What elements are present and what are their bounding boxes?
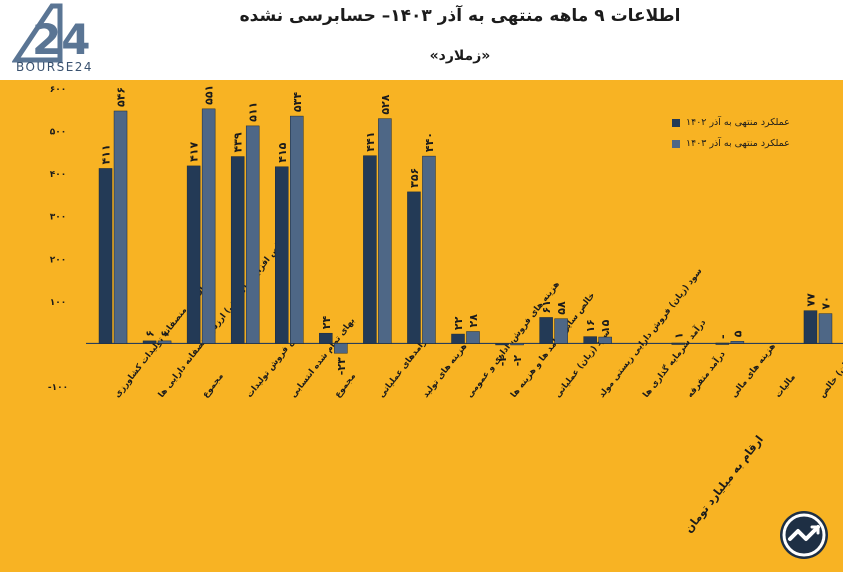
data-label: ۴۳۹ bbox=[232, 132, 245, 152]
category-label: سود (زیان) خالص bbox=[817, 335, 843, 400]
data-label: ۷۰ bbox=[819, 296, 832, 309]
data-label: ۳۵۶ bbox=[408, 168, 421, 188]
bar bbox=[334, 343, 348, 354]
bar bbox=[290, 115, 304, 344]
bar bbox=[803, 310, 818, 344]
category-label: درآمد متفرقه bbox=[684, 348, 728, 400]
data-label: ۲۴ bbox=[320, 315, 333, 329]
legend-label-1402: عملکرد منتهی به آذر ۱۴۰۲ bbox=[686, 117, 790, 128]
logo-text: BOURSE24 bbox=[16, 60, 94, 74]
data-label: ۱۵ bbox=[599, 319, 612, 333]
data-label: ۴۴۰ bbox=[423, 132, 436, 152]
bar bbox=[671, 342, 686, 345]
legend-label-1403: عملکرد منتهی به آذر ۱۴۰۳ bbox=[686, 138, 790, 149]
bar bbox=[113, 110, 128, 344]
data-label: -۲ bbox=[511, 355, 524, 367]
data-label: ۶۱ bbox=[540, 300, 553, 313]
legend-item-1402: عملکرد منتهی به آذر ۱۴۰۲ bbox=[672, 117, 832, 128]
header: 24 BOURSE24 اطلاعات ۹ ماهه منتهی به آذر … bbox=[0, 0, 843, 80]
legend: عملکرد منتهی به آذر ۱۴۰۲ عملکرد منتهی به… bbox=[672, 117, 832, 159]
bar bbox=[275, 166, 289, 344]
bar bbox=[583, 336, 597, 344]
legend-swatch-1403 bbox=[672, 139, 680, 148]
bar bbox=[466, 331, 480, 344]
bar bbox=[539, 317, 553, 344]
data-label: ۴۱۵ bbox=[276, 142, 289, 162]
data-label: ۶ bbox=[144, 330, 157, 337]
data-label: ۱ bbox=[672, 332, 685, 339]
y-tick-label: -۱۰۰ bbox=[48, 383, 68, 393]
category-label: مالیات bbox=[773, 373, 797, 400]
category-label: هزینه های مالی bbox=[729, 342, 778, 400]
category-label: مجموع bbox=[201, 371, 226, 399]
legend-item-1403: عملکرد منتهی به آذر ۱۴۰۳ bbox=[672, 138, 832, 149]
bar bbox=[245, 125, 260, 344]
data-label: ۵۵۱ bbox=[203, 85, 216, 105]
bar bbox=[363, 155, 377, 344]
bar bbox=[201, 108, 216, 344]
y-tick-label: ۴۰۰ bbox=[50, 170, 66, 180]
data-label: ۵۳۴ bbox=[291, 92, 304, 112]
chart-title: اطلاعات ۹ ماهه منتهی به آذر ۱۴۰۳– حسابرس… bbox=[239, 6, 681, 26]
chart-panel bbox=[0, 80, 843, 572]
bar bbox=[510, 343, 524, 346]
svg-text:24: 24 bbox=[32, 15, 90, 64]
bourse24-logo: 24 bbox=[11, 2, 98, 78]
bar bbox=[142, 340, 157, 344]
bar bbox=[98, 168, 113, 344]
data-label: ۱۶ bbox=[584, 319, 597, 332]
data-label: ۷۷ bbox=[804, 293, 817, 307]
y-tick-label: ۱۰۰ bbox=[50, 298, 66, 308]
data-label: ۴۴۱ bbox=[364, 132, 377, 152]
data-label: ۵۲۸ bbox=[379, 94, 392, 114]
bar bbox=[554, 318, 568, 344]
bar bbox=[715, 342, 730, 345]
data-label: -۲۳ bbox=[335, 357, 348, 375]
bar bbox=[422, 155, 436, 344]
chart-subtitle: «زملارد» bbox=[429, 48, 491, 64]
legend-swatch-1402 bbox=[672, 118, 680, 127]
data-label: ۲۸ bbox=[467, 314, 480, 328]
bar bbox=[157, 340, 172, 344]
bar bbox=[230, 156, 245, 344]
category-label: هزینه های تولید bbox=[421, 342, 470, 400]
bar bbox=[730, 341, 745, 344]
data-label: - bbox=[716, 334, 729, 339]
y-tick-label: ۲۰۰ bbox=[50, 255, 66, 265]
data-label: ۲۲ bbox=[452, 316, 465, 330]
bar bbox=[495, 343, 509, 346]
data-label: ۴۱۷ bbox=[188, 141, 201, 161]
y-tick-label: ۳۰۰ bbox=[50, 213, 66, 223]
bar bbox=[319, 332, 333, 344]
data-label: ۵۴۶ bbox=[115, 87, 128, 107]
bar bbox=[407, 191, 421, 344]
data-label: ۶ bbox=[159, 330, 172, 337]
data-label: ۵۱۱ bbox=[247, 102, 260, 122]
y-tick-label: ۵۰۰ bbox=[50, 128, 66, 138]
bar bbox=[818, 313, 833, 344]
data-label: ۵۸ bbox=[555, 301, 568, 315]
bar bbox=[378, 118, 392, 344]
data-label: -۲ bbox=[496, 355, 509, 367]
bar bbox=[598, 336, 612, 344]
data-label: ۴۱۱ bbox=[100, 144, 113, 164]
bar bbox=[451, 333, 465, 344]
bourse24-badge-icon bbox=[780, 511, 828, 559]
y-tick-label: ۶۰۰ bbox=[50, 85, 66, 95]
data-label: ۵ bbox=[731, 330, 744, 337]
bar bbox=[186, 165, 201, 344]
